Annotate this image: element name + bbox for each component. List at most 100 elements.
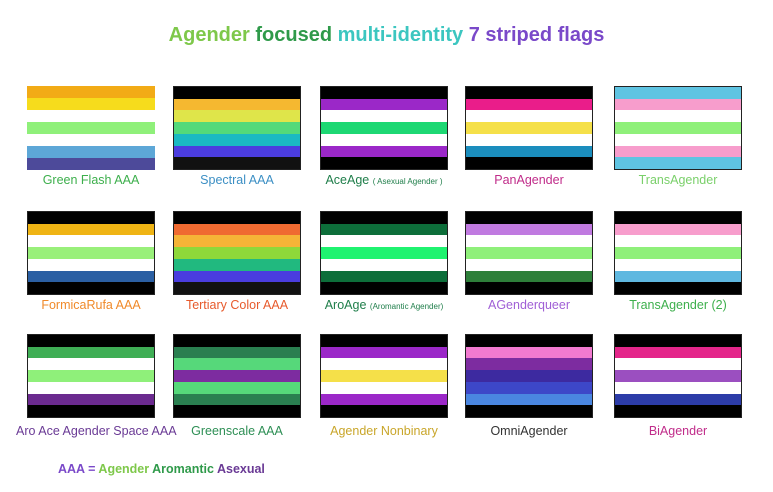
flag-stripe [466, 133, 592, 146]
flag-stripe [321, 258, 447, 271]
flag-transagender [614, 86, 742, 170]
flag-stripe [615, 133, 741, 146]
legend-footer: AAA = Agender Aromantic Asexual [58, 462, 265, 476]
flag-label-text: PanAgender [494, 173, 564, 187]
flag-stripe [615, 157, 741, 170]
flag-label: Green Flash AAA [16, 173, 166, 187]
flag-label-text: BiAgender [648, 424, 708, 438]
flag-stripe [615, 393, 741, 406]
flag-stripe [28, 370, 154, 382]
flag-stripe [466, 405, 592, 418]
flag-label-text: Tertiary Color AAA [185, 298, 289, 312]
flag-tertiary-color-aaa [173, 211, 301, 295]
flag-stripe [615, 282, 741, 295]
flag-stripe [28, 358, 154, 371]
flag-stripe [321, 346, 447, 359]
flag-stripe [615, 235, 741, 248]
flag-stripe [174, 270, 300, 283]
footer-part-equals: = [84, 462, 99, 476]
flag-stripe [466, 381, 592, 394]
flag-stripe [321, 405, 447, 418]
flag-label: Spectral AAA [162, 173, 312, 187]
flag-omniagender [465, 334, 593, 418]
flag-stripe [615, 212, 741, 224]
footer-part-asexual: Asexual [213, 462, 265, 476]
footer-part-aaa: AAA [58, 462, 85, 476]
flag-label-text: Spectral AAA [200, 173, 274, 187]
flag-label: FormicaRufa AAA [16, 298, 166, 312]
flag-stripe [615, 258, 741, 271]
flag-label-text: FormicaRufa AAA [41, 298, 141, 312]
flag-stripe [174, 381, 300, 394]
flag-label: Greenscale AAA [162, 424, 312, 438]
flag-stripe [174, 157, 300, 170]
flag-stripe [466, 258, 592, 271]
flag-stripe [321, 335, 447, 347]
flag-stripe [615, 122, 741, 134]
flag-stripe [615, 87, 741, 99]
flag-label: AroAge (Aromantic Agender) [309, 298, 459, 312]
flag-stripe [466, 110, 592, 123]
flag-label-text: AceAge [325, 173, 370, 187]
flag-stripe [28, 346, 154, 359]
flag-stripe [321, 370, 447, 382]
flag-label: AceAge ( Asexual Agender ) [309, 173, 459, 187]
flag-stripe [321, 247, 447, 259]
title-part-agender: Agender [168, 24, 250, 46]
page-title: Agender focused multi-identity 7 striped… [0, 24, 773, 47]
flag-label-text: Aro Ace Agender Space AAA [16, 424, 177, 438]
flag-green-flash-aaa [27, 86, 155, 170]
flag-stripe [321, 270, 447, 283]
flag-stripe [27, 158, 155, 170]
flag-stripe [466, 235, 592, 248]
flag-label: BiAgender [603, 424, 753, 438]
flag-stripe [28, 235, 154, 248]
flag-stripe [174, 122, 300, 134]
flag-label-text: TransAgender (2) [629, 298, 727, 312]
flag-stripe [466, 223, 592, 236]
flag-agender-nonbinary [320, 334, 448, 418]
flag-stripe [615, 98, 741, 111]
flag-stripe [27, 122, 155, 134]
flag-stripe [321, 212, 447, 224]
flag-stripe [321, 157, 447, 170]
flag-stripe [28, 405, 154, 418]
flag-label: TransAgender [603, 173, 753, 187]
flag-stripe [174, 110, 300, 123]
flag-label: Tertiary Color AAA [162, 298, 312, 312]
flag-stripe [174, 247, 300, 259]
flag-stripe [27, 134, 155, 146]
flag-stripe [174, 258, 300, 271]
flag-stripe [174, 405, 300, 418]
title-part-seven-striped-flags: 7 striped flags [468, 24, 605, 46]
flag-stripe [466, 335, 592, 347]
flag-stripe [615, 381, 741, 394]
flag-label: OmniAgender [454, 424, 604, 438]
flag-stripe [466, 98, 592, 111]
flag-stripe [174, 212, 300, 224]
flag-aro-ace-agender-space-aaa [27, 334, 155, 418]
flag-stripe [28, 212, 154, 224]
flag-spectral-aaa [173, 86, 301, 170]
flag-stripe [466, 393, 592, 406]
flag-stripe [615, 335, 741, 347]
flag-stripe [615, 145, 741, 158]
flag-label-text: AGenderqueer [487, 298, 570, 312]
flag-stripe [321, 282, 447, 295]
flag-stripe [466, 270, 592, 283]
flag-label: Agender Nonbinary [309, 424, 459, 438]
footer-part-agender: Agender [98, 462, 150, 476]
flag-stripe [174, 370, 300, 382]
flag-stripe [28, 282, 154, 295]
flag-stripe [28, 223, 154, 236]
flag-stripe [615, 110, 741, 123]
flag-stripe [174, 393, 300, 406]
flag-stripe [28, 381, 154, 394]
flag-label-subtext: ( Asexual Agender ) [372, 177, 443, 186]
flag-label-text: OmniAgender [490, 424, 568, 438]
flag-stripe [615, 370, 741, 382]
footer-part-aromantic: Aromantic [149, 462, 214, 476]
flag-greenscale-aaa [173, 334, 301, 418]
flag-stripe [321, 98, 447, 111]
flag-stripe [27, 110, 155, 122]
